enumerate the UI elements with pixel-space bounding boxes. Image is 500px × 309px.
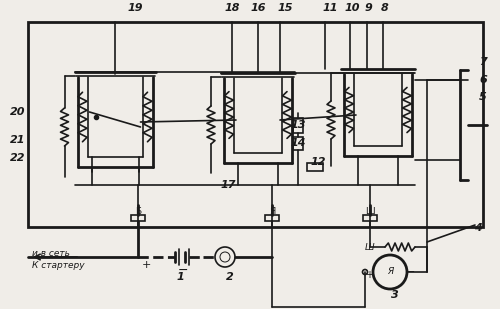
Text: 8: 8 xyxy=(381,3,389,13)
Text: 1: 1 xyxy=(176,272,184,282)
Text: 20: 20 xyxy=(10,107,26,117)
Text: +: + xyxy=(142,260,150,270)
Bar xyxy=(28,22,483,227)
Bar xyxy=(131,215,145,221)
Text: 2: 2 xyxy=(226,272,234,282)
Text: 4: 4 xyxy=(474,223,482,233)
Text: 19: 19 xyxy=(127,3,143,13)
Text: 21: 21 xyxy=(10,135,26,145)
Text: 7: 7 xyxy=(479,57,487,67)
Text: 6: 6 xyxy=(479,75,487,85)
Text: 17: 17 xyxy=(220,180,236,190)
Text: +: + xyxy=(365,270,373,280)
Text: Ш: Ш xyxy=(365,208,375,217)
Text: Я: Я xyxy=(269,208,275,217)
Text: 10: 10 xyxy=(344,3,360,13)
Bar xyxy=(293,137,303,150)
Text: 5: 5 xyxy=(479,92,487,102)
Text: −: − xyxy=(406,267,416,277)
Bar xyxy=(307,163,323,171)
Text: −: − xyxy=(178,264,188,277)
Text: 9: 9 xyxy=(364,3,372,13)
Text: 22: 22 xyxy=(10,153,26,163)
Text: 3: 3 xyxy=(391,290,399,300)
Bar xyxy=(293,118,303,133)
Text: 13: 13 xyxy=(290,120,306,130)
Text: 14: 14 xyxy=(290,138,306,148)
Text: Я: Я xyxy=(387,268,393,277)
Text: Ш: Ш xyxy=(365,243,375,252)
Text: 18: 18 xyxy=(224,3,240,13)
Text: 12: 12 xyxy=(310,157,326,167)
Bar xyxy=(265,215,279,221)
Text: К стартеру: К стартеру xyxy=(32,261,84,270)
Bar xyxy=(363,215,377,221)
Text: 16: 16 xyxy=(250,3,266,13)
Text: 11: 11 xyxy=(322,3,338,13)
Text: Б: Б xyxy=(135,208,141,217)
Text: и в сеть: и в сеть xyxy=(32,249,70,259)
Text: 15: 15 xyxy=(277,3,293,13)
